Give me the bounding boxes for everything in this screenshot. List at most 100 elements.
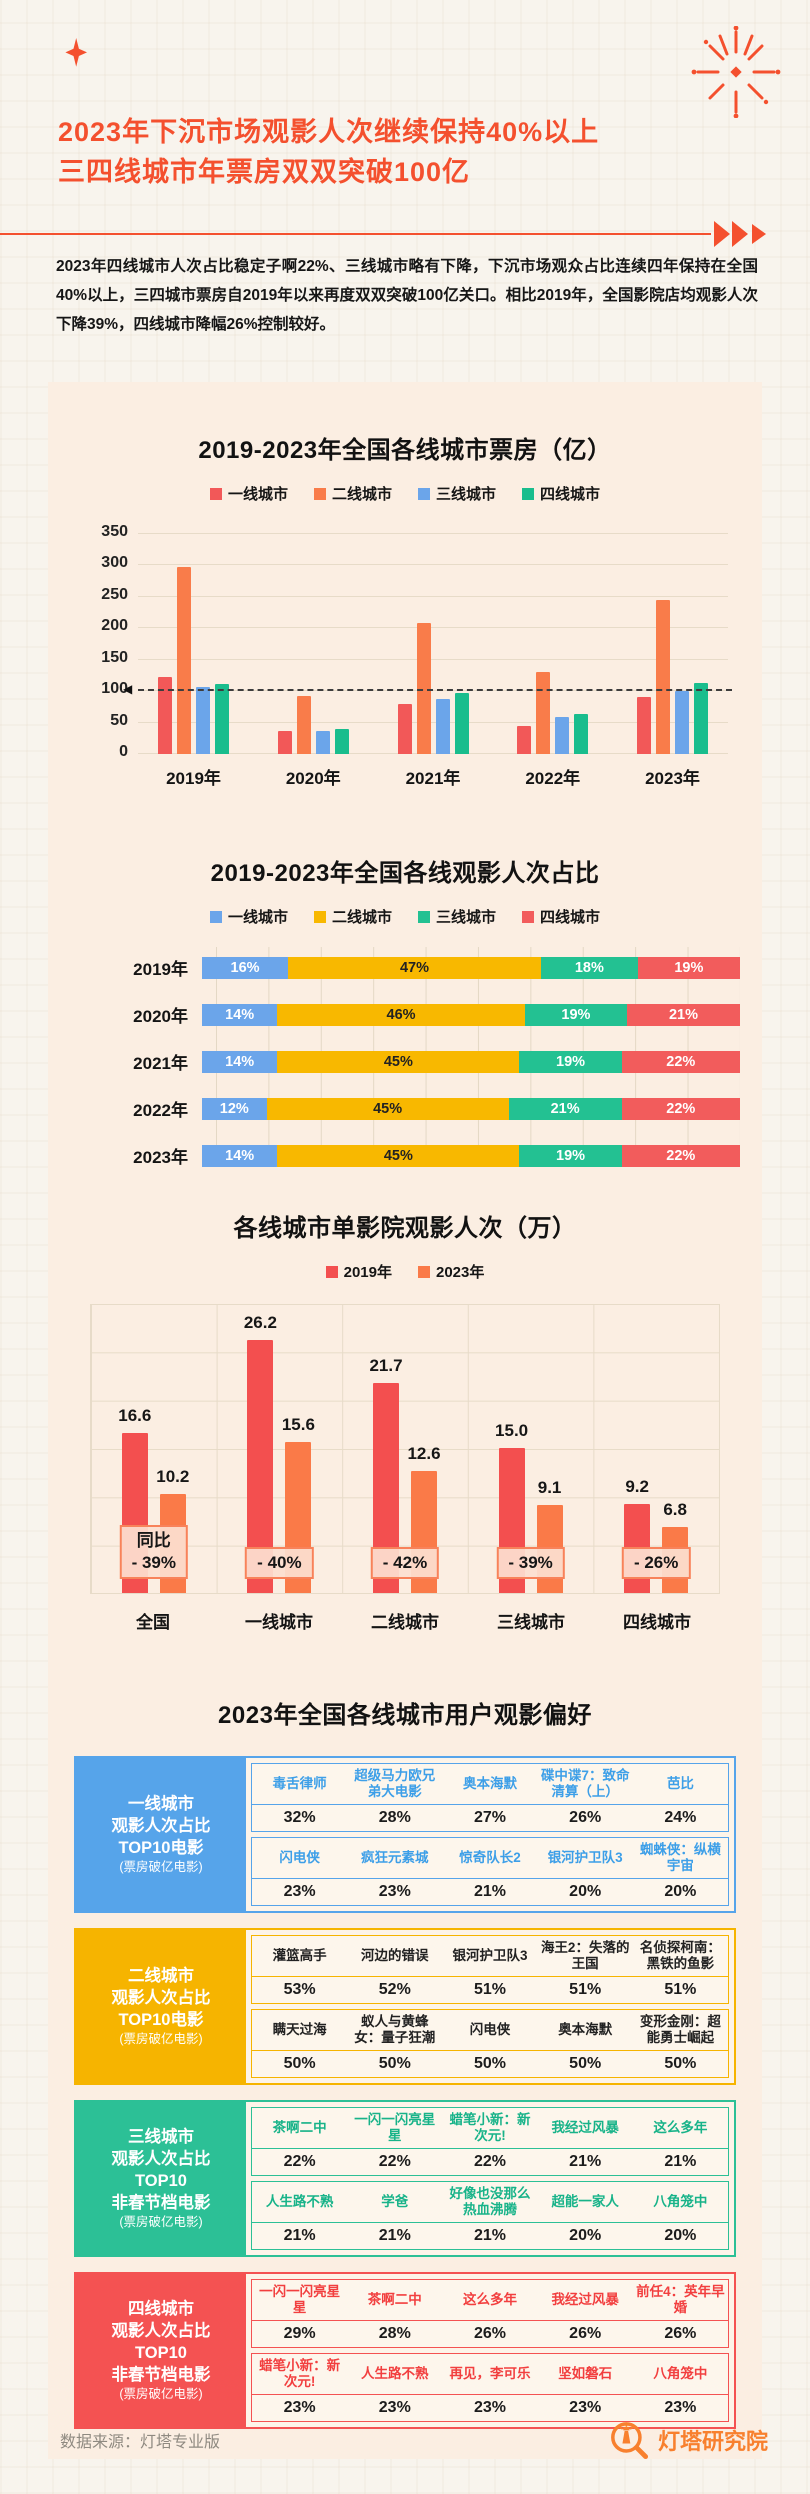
preference-table-2: 二线城市 观影人次占比 TOP10电影 (票房破亿电影) 灌篮高手 河边的错误 银河护卫队3… [74, 1928, 736, 2085]
stacked-row: 2022年 12% 45% 21% 22% [104, 1096, 750, 1121]
legend-item: 四线城市 [522, 483, 600, 504]
movie-share: 23% [378, 1883, 411, 1900]
table-label-line: (票房破亿电影) [119, 1860, 203, 1874]
bar-三线城市 [435, 699, 450, 754]
segment-value: 16% [230, 959, 260, 976]
movie-name: 一闪一闪亮星星 [259, 2284, 341, 2315]
table-row-box: 毒舌律师 超级马力欧兄弟大电影 奥本海默 碟中谍7：致命清算（上） 芭比 32% 28% 27… [251, 1763, 729, 1832]
left-arrow-icon: ◀ [123, 682, 133, 697]
movie-share: 53% [283, 1981, 316, 1998]
movie-name: 这么多年 [462, 2292, 517, 2307]
movie-share: 22% [283, 2153, 316, 2170]
bar-一线城市 [397, 704, 412, 754]
percinema-chart-title: 各线城市单影院观影人次（万） [233, 1215, 577, 1242]
segment-value: 19% [556, 1053, 586, 1070]
legend-item: 二线城市 [313, 483, 392, 504]
movie-share: 20% [664, 1883, 697, 1900]
boxoffice-chart-title: 2019-2023年全国各线城市票房（亿） [198, 437, 612, 464]
table-label-line: TOP10电影 [118, 1839, 204, 1857]
movie-share: 26% [569, 1809, 602, 1826]
movie-share: 50% [664, 2055, 697, 2072]
table-label: 四线城市 观影人次占比 TOP10 非春节档电影 (票房破亿电影) [76, 2274, 246, 2427]
movie-name: 再见，李可乐 [449, 2366, 531, 2381]
movie-share-row: 53% 52% 51% 51% 51% [252, 1977, 728, 2003]
row-label: 2023年 [133, 1148, 188, 1167]
stacked-bar: 14% 45% 19% 22% [202, 1144, 740, 1167]
movie-share: 23% [283, 1883, 316, 1900]
stacked-row: 2020年 14% 46% 19% 21% [104, 1002, 750, 1027]
movie-share: 20% [664, 2227, 697, 2244]
table-row-box: 闪电侠 疯狂元素城 惊奇队长2 银河护卫队3 蜘蛛侠：纵横宇宙 23% 23% 21% 20% 2… [251, 1837, 729, 1906]
row-label: 2021年 [133, 1054, 188, 1073]
bar-二线城市 [296, 696, 311, 754]
table-content: 灌篮高手 河边的错误 银河护卫队3 海王2：失落的王国 名侦探柯南：黑铁的鱼影 53% 52… [246, 1930, 734, 2083]
reference-line-100: ◀ [123, 682, 732, 696]
legend-label: 三线城市 [436, 909, 497, 926]
movie-name: 这么多年 [653, 2120, 708, 2135]
bar-value-label: 6.8 [663, 1500, 687, 1519]
yoy-badge-value: - 39% [508, 1553, 553, 1572]
movie-share-row: 22% 22% 22% 21% 21% [252, 2149, 728, 2175]
legend-label: 四线城市 [540, 909, 601, 926]
table-label-line: (票房破亿电影) [119, 2215, 203, 2229]
bar-group [637, 600, 708, 754]
yoy-badge: - 26% [621, 1547, 691, 1579]
legend-swatch [418, 1265, 430, 1278]
yoy-badge: 同比 - 39% [119, 1525, 189, 1579]
segment-二线城市: 47% [288, 956, 541, 979]
legend-item: 二线城市 [313, 906, 392, 927]
yoy-badge-value: - 26% [633, 1553, 679, 1572]
bar-四线城市 [215, 684, 229, 754]
movie-name: 闪电侠 [469, 2022, 511, 2037]
movie-name-row: 茶啊二中 一闪一闪亮星星 蜡笔小新：新次元! 我经过风暴 这么多年 [252, 2108, 728, 2149]
legend-swatch [313, 910, 326, 923]
movie-name: 芭比 [666, 1776, 694, 1791]
bar-group [277, 696, 349, 754]
movie-share-row: 23% 23% 21% 20% 20% [252, 1879, 728, 1905]
movie-name: 河边的错误 [361, 1948, 429, 1963]
divider-line [0, 233, 711, 235]
movie-share: 32% [283, 1809, 316, 1826]
x-axis-label: 2021年 [405, 769, 461, 788]
movie-share-row: 29% 28% 26% 26% 26% [252, 2321, 728, 2347]
movie-share-row: 32% 28% 27% 26% 24% [252, 1805, 728, 1831]
firework-icon [691, 26, 781, 118]
movie-name: 银河护卫队3 [547, 1850, 623, 1865]
movie-share: 21% [473, 2227, 506, 2244]
intro-paragraph: 2023年四线城市人次占比稳定子啊22%、三线城市略有下降，下沉市场观众占比连续… [56, 258, 758, 333]
legend-swatch [209, 487, 222, 500]
table-row-box: 人生路不熟 学爸 好像也没那么热血沸腾 超能一家人 八角笼中 21% 21% 21% 20% 20… [251, 2181, 729, 2250]
movie-name-row: 闪电侠 疯狂元素城 惊奇队长2 银河护卫队3 蜘蛛侠：纵横宇宙 [252, 1838, 728, 1879]
legend-label: 二线城市 [331, 909, 392, 926]
legend-swatch [313, 487, 326, 500]
table-label-line: 三线城市 [128, 2128, 194, 2146]
table-label-line: TOP10电影 [118, 2011, 204, 2029]
movie-share: 21% [473, 1883, 506, 1900]
movie-share: 20% [569, 2227, 602, 2244]
legend-swatch [418, 487, 430, 500]
legend-item: 三线城市 [418, 483, 496, 504]
movie-name: 八角笼中 [653, 2366, 708, 2381]
movie-name: 灌篮高手 [272, 1948, 327, 1963]
segment-四线城市: 21% [627, 1003, 740, 1026]
segment-二线城市: 45% [277, 1144, 520, 1167]
movie-name-row: 灌篮高手 河边的错误 银河护卫队3 海王2：失落的王国 名侦探柯南：黑铁的鱼影 [252, 1936, 728, 1977]
table-label: 三线城市 观影人次占比 TOP10 非春节档电影 (票房破亿电影) [76, 2102, 246, 2255]
movie-name: 蚁人与黄蜂女：量子狂潮 [354, 2014, 436, 2045]
table-content: 毒舌律师 超级马力欧兄弟大电影 奥本海默 碟中谍7：致命清算（上） 芭比 32% 28% 27… [246, 1758, 734, 1911]
table-label-line: 观影人次占比 [111, 1989, 211, 2007]
bar-四线城市 [334, 729, 349, 754]
segment-value: 18% [574, 959, 604, 976]
table-label-line: 非春节档电影 [111, 2194, 211, 2212]
sparkle-icon [65, 38, 87, 67]
percinema-x-labels: 全国 一线城市 二线城市 三线城市 四线城市 [90, 1608, 720, 1633]
segment-四线城市: 22% [621, 1097, 740, 1120]
table-label: 一线城市 观影人次占比 TOP10电影 (票房破亿电影) [76, 1758, 246, 1911]
segment-三线城市: 19% [524, 1003, 627, 1026]
segment-value: 45% [383, 1147, 413, 1164]
movie-share: 51% [569, 1981, 602, 1998]
yoy-badge-value: - 40% [257, 1553, 302, 1572]
segment-value: 47% [399, 959, 430, 976]
table-row-box: 灌篮高手 河边的错误 银河护卫队3 海王2：失落的王国 名侦探柯南：黑铁的鱼影 53% 52… [251, 1935, 729, 2004]
content-card: 2019-2023年全国各线城市票房（亿） 一线城市 二线城市 三线城市 四线城市 0… [48, 382, 762, 2459]
